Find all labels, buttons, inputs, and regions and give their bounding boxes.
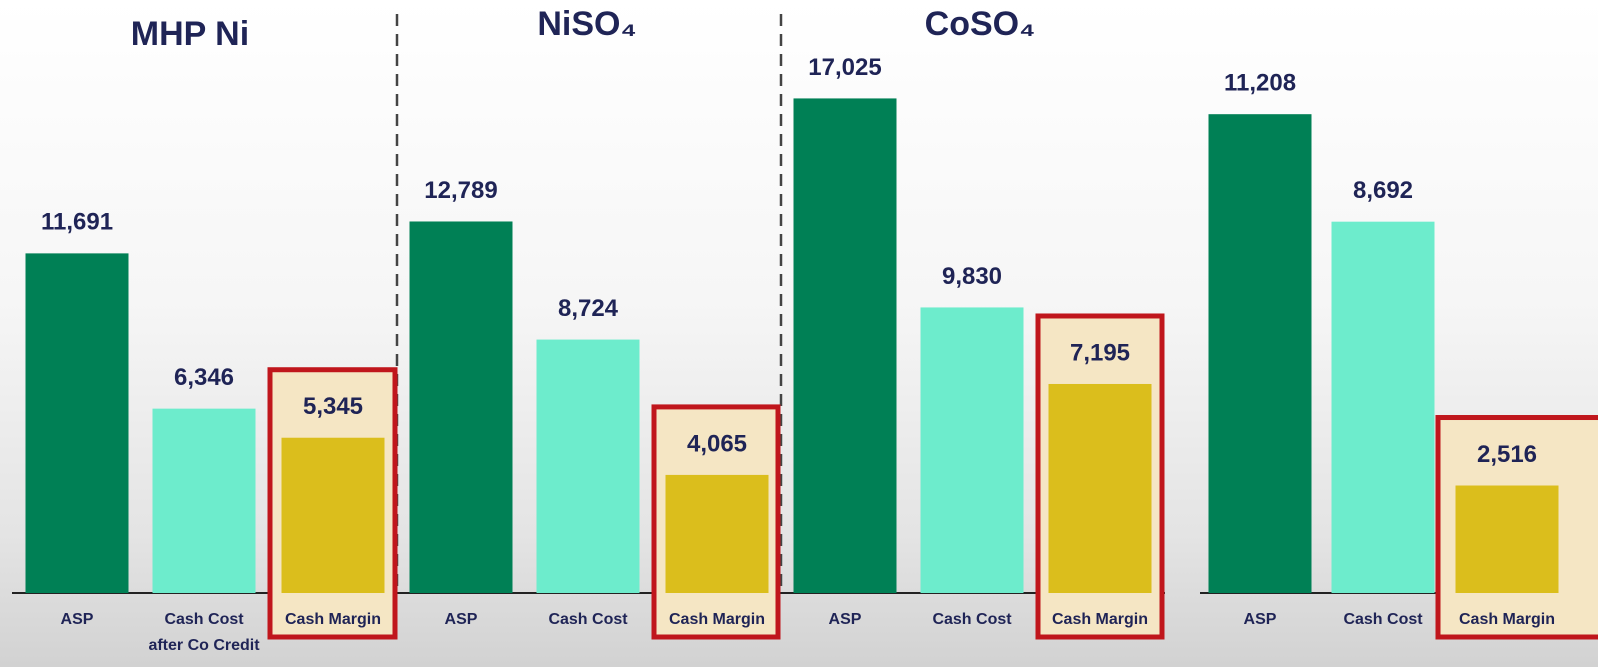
value-label: 11,208 bbox=[1224, 70, 1296, 97]
value-label: 7,195 bbox=[1070, 339, 1130, 366]
category-label: ASP bbox=[396, 607, 526, 633]
value-label: 9,830 bbox=[942, 263, 1002, 290]
bar bbox=[1049, 384, 1152, 593]
category-label: ASP bbox=[780, 607, 910, 633]
page: {"chart_data": [ {"type": "bar", "title"… bbox=[0, 0, 1598, 667]
bar bbox=[666, 475, 769, 593]
bar bbox=[794, 98, 897, 593]
category-label: ASP bbox=[1195, 607, 1325, 633]
category-label: ASP bbox=[12, 607, 142, 633]
category-label: Cash Margin bbox=[652, 607, 782, 633]
bar bbox=[1332, 222, 1435, 593]
bar bbox=[921, 307, 1024, 593]
value-label: 8,692 bbox=[1353, 177, 1413, 204]
panel-title: NiSO₄ bbox=[537, 5, 636, 43]
bar bbox=[153, 409, 256, 593]
value-label: 8,724 bbox=[558, 295, 619, 322]
value-label: 2,516 bbox=[1477, 441, 1537, 468]
category-label: Cash Margin bbox=[268, 607, 398, 633]
bar bbox=[410, 221, 513, 593]
category-label: Cash Margin bbox=[1035, 607, 1165, 633]
category-label: Cash Cost after Co Credit bbox=[139, 607, 269, 659]
value-label: 4,065 bbox=[687, 430, 747, 457]
category-label: Cash Cost bbox=[523, 607, 653, 633]
category-label: Cash Margin bbox=[1442, 607, 1572, 633]
bar bbox=[282, 438, 385, 593]
panel-title: MHP Ni bbox=[131, 15, 249, 53]
bar bbox=[26, 253, 129, 593]
value-label: 6,346 bbox=[174, 364, 234, 391]
chart: MHP Ni 11,691 6,346 5,345 NiSO₄ 12,789 8,724 4,… bbox=[0, 0, 1598, 667]
bar bbox=[1456, 486, 1559, 593]
value-label: 11,691 bbox=[41, 209, 113, 236]
value-label: 12,789 bbox=[424, 177, 497, 204]
value-label: 17,025 bbox=[808, 54, 881, 81]
panel-title: CoSO₄ bbox=[925, 5, 1036, 43]
category-label: Cash Cost bbox=[1318, 607, 1448, 633]
bar bbox=[537, 340, 640, 593]
value-label: 5,345 bbox=[303, 393, 363, 420]
bar bbox=[1209, 114, 1312, 593]
category-label: Cash Cost bbox=[907, 607, 1037, 633]
